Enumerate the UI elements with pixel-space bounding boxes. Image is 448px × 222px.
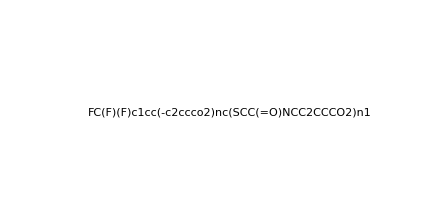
Text: FC(F)(F)c1cc(-c2ccco2)nc(SCC(=O)NCC2CCCO2)n1: FC(F)(F)c1cc(-c2ccco2)nc(SCC(=O)NCC2CCCO… xyxy=(88,107,371,117)
